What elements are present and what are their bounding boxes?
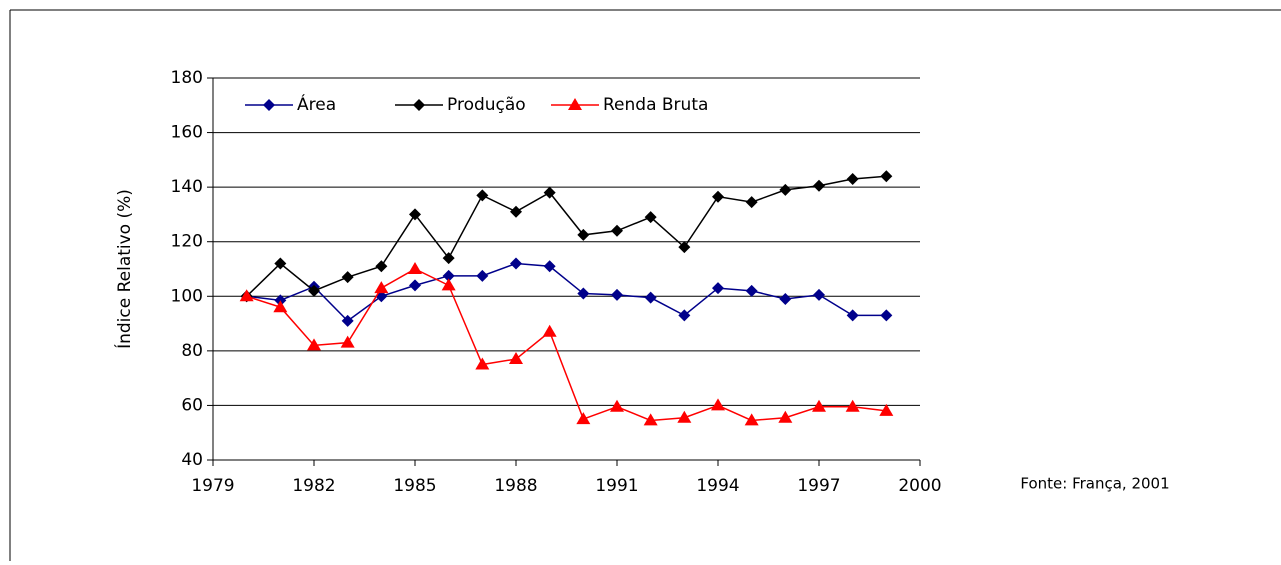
marker [745,284,758,297]
marker [307,338,321,351]
marker [846,172,859,185]
marker [812,399,826,412]
marker [611,288,623,301]
marker [374,281,389,294]
y-tick-label: 180 [171,68,203,88]
marker [813,179,825,192]
marker [509,352,523,365]
marker [543,260,556,273]
x-tick-label: 1997 [797,476,840,496]
marker [610,399,624,412]
marker [678,309,691,322]
marker [880,309,893,322]
y-tick-label: 160 [171,123,203,143]
y-tick-label: 100 [171,286,203,306]
y-tick-label: 80 [181,341,203,361]
marker [577,287,590,300]
marker [441,278,456,291]
marker [845,399,860,412]
marker [879,403,894,416]
x-tick-label: 1979 [191,476,234,496]
marker [644,211,657,224]
marker [543,186,556,199]
x-tick-label: 1982 [292,476,335,496]
marker [341,314,354,327]
marker [263,99,275,111]
marker [510,257,522,270]
marker [475,357,490,370]
marker [745,196,758,209]
marker [409,208,421,221]
x-tick-label: 1991 [595,476,638,496]
marker [510,205,522,218]
marker [779,183,792,196]
marker [711,398,725,411]
source: Fonte: França, 2001 [1020,475,1169,493]
marker [340,335,355,348]
series-line [246,268,887,422]
marker [644,291,657,304]
marker [341,271,354,284]
marker [576,412,591,425]
x-tick-label: 2000 [898,476,941,496]
x-tick-label: 1994 [696,476,739,496]
y-tick-label: 140 [171,177,203,197]
marker [678,241,691,254]
marker [643,413,658,426]
y-tick-label: 120 [171,232,203,252]
marker [542,324,557,337]
legend-label: Renda Bruta [603,95,708,115]
marker [577,228,590,241]
y-tick-label: 60 [181,395,203,415]
series-line [246,262,887,322]
marker [778,410,793,423]
marker [273,300,288,313]
marker [274,257,287,270]
marker [744,413,759,426]
series-line [246,175,887,297]
marker [409,279,421,292]
marker [813,288,825,301]
marker [611,224,623,237]
marker [442,252,455,265]
marker [375,260,388,273]
marker [846,309,859,322]
marker [677,410,692,423]
marker [712,190,724,203]
marker [568,98,582,110]
marker [476,269,489,282]
y-tick-label: 40 [181,450,203,470]
marker [308,284,320,297]
x-tick-label: 1988 [494,476,537,496]
marker [712,282,724,295]
marker [239,289,254,302]
legend-label: Produção [447,95,526,115]
marker [442,269,455,282]
legend-label: Área [297,93,336,115]
marker [880,170,893,183]
x-tick-label: 1985 [393,476,436,496]
marker [779,293,792,306]
marker [413,99,425,111]
marker [408,262,422,274]
marker [476,189,489,202]
y-axis-label: Índice Relativo (%) [113,189,135,349]
